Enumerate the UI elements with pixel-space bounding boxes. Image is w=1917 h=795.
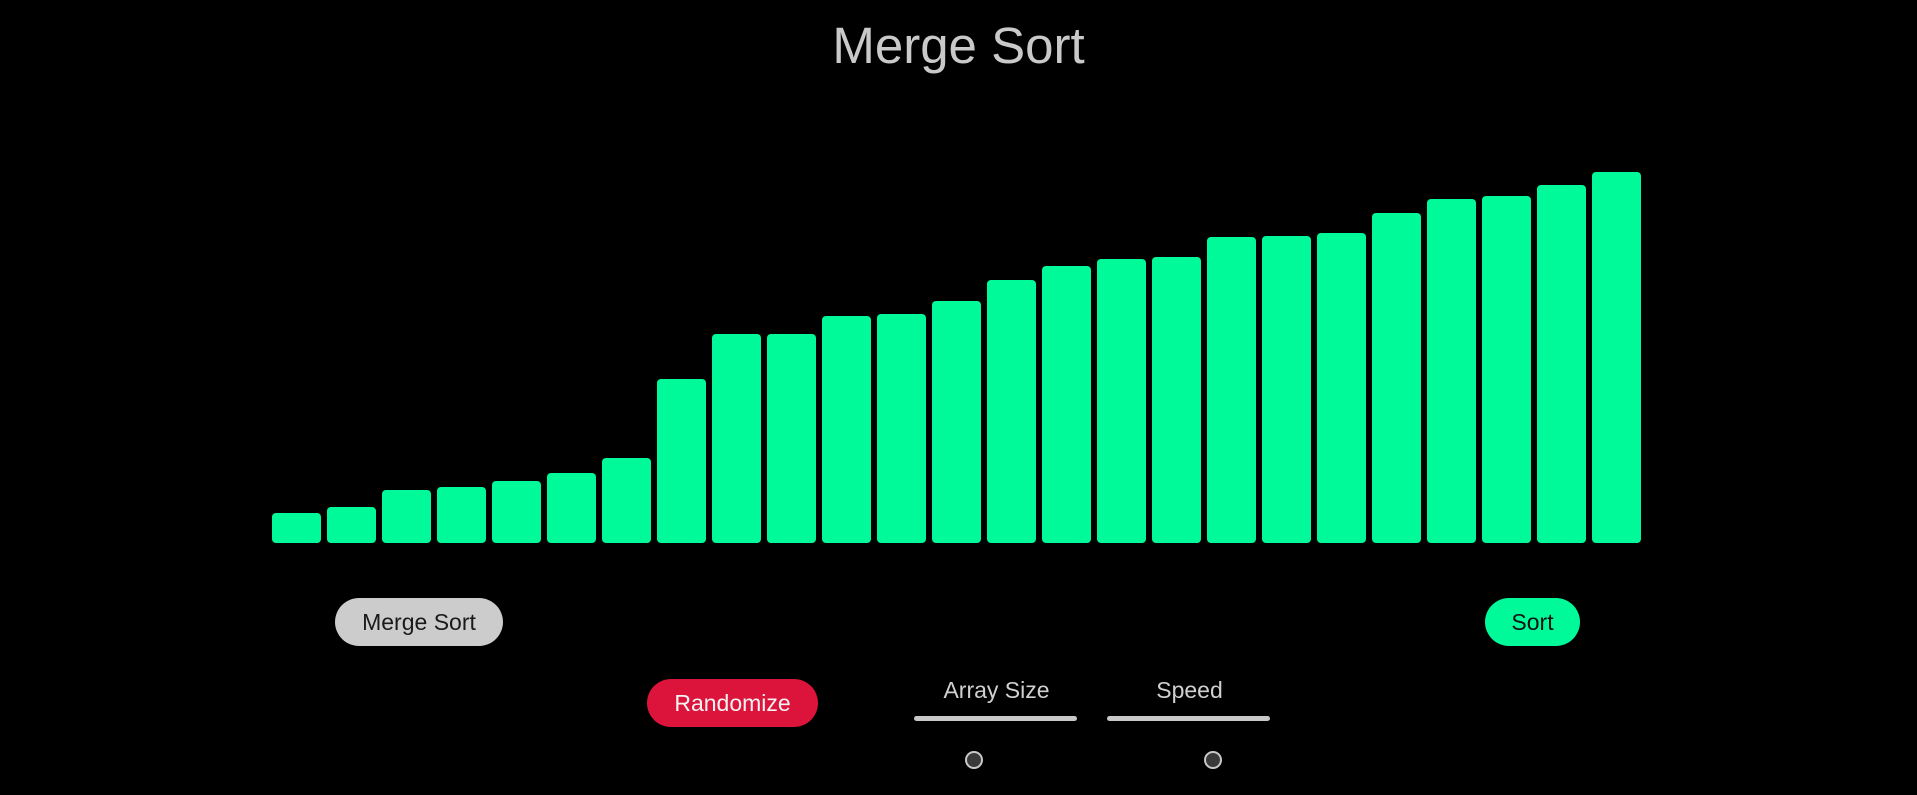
array-size-label: Array Size	[943, 677, 1050, 703]
array-size-slider-thumb[interactable]	[965, 751, 984, 769]
array-bar-20	[1317, 233, 1366, 543]
array-bar-4	[437, 487, 486, 543]
speed-label: Speed	[1156, 677, 1223, 703]
array-bar-6	[547, 473, 596, 543]
array-bar-15	[1042, 266, 1091, 543]
array-bar-21	[1372, 213, 1421, 543]
array-bar-9	[712, 334, 761, 543]
array-bar-1	[272, 513, 321, 543]
array-bar-3	[382, 490, 431, 543]
array-bar-13	[932, 301, 981, 543]
array-bar-12	[877, 314, 926, 543]
array-bar-11	[822, 316, 871, 543]
array-bar-17	[1152, 257, 1201, 543]
randomize-button[interactable]: Randomize	[647, 679, 818, 727]
array-bar-23	[1482, 196, 1531, 543]
array-bar-18	[1207, 237, 1256, 543]
array-bar-22	[1427, 199, 1476, 543]
algorithm-select[interactable]: Merge Sort	[335, 598, 503, 646]
array-bar-19	[1262, 236, 1311, 543]
array-bar-24	[1537, 185, 1586, 543]
array-bar-2	[327, 507, 376, 543]
array-bar-16	[1097, 259, 1146, 543]
page-title: Merge Sort	[832, 17, 1085, 74]
array-bar-8	[657, 379, 706, 543]
speed-slider-thumb[interactable]	[1203, 751, 1222, 769]
array-bar-10	[767, 334, 816, 543]
array-bar-14	[987, 280, 1036, 543]
array-bar-5	[492, 481, 541, 543]
speed-slider[interactable]	[1107, 716, 1270, 769]
array-size-slider[interactable]	[914, 716, 1077, 769]
array-bar-25	[1592, 172, 1641, 543]
sort-button[interactable]: Sort	[1485, 598, 1580, 646]
array-bar-7	[602, 458, 651, 543]
